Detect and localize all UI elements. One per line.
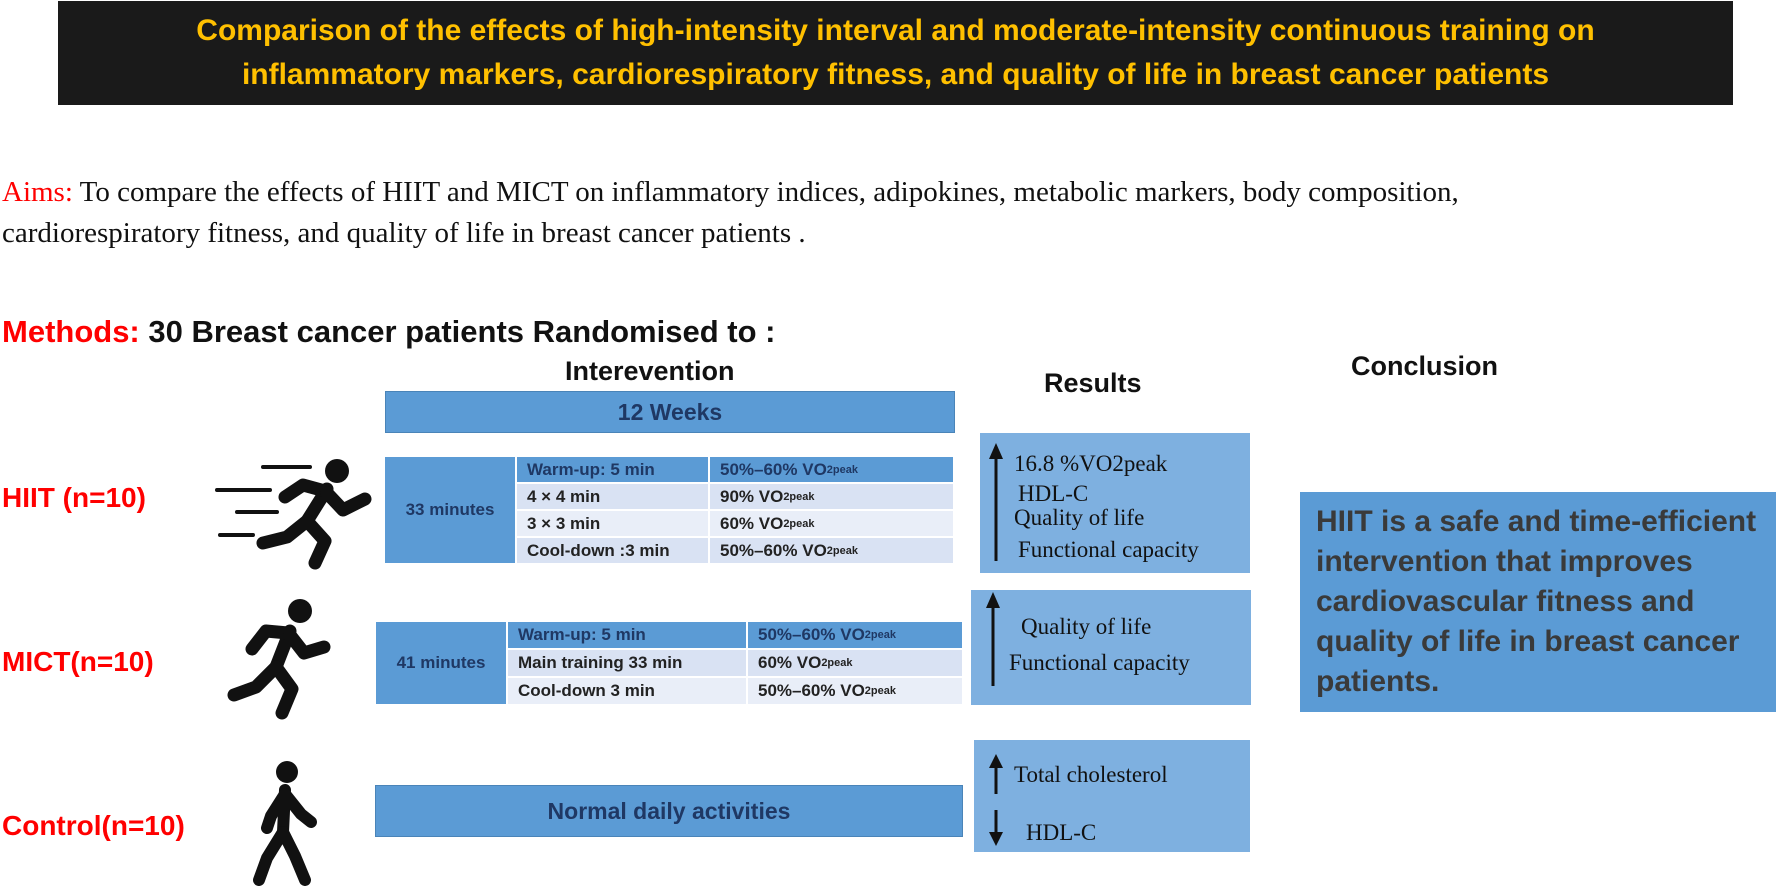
table-row: 4 × 4 min 90% VO 2peak	[515, 482, 953, 509]
table-row: Cool-down 3 min 50%–60% VO 2peak	[506, 676, 962, 704]
intensity-cell: 50%–60% VO 2peak	[746, 622, 962, 648]
aims-label: Aims:	[2, 176, 73, 208]
result-item: Quality of life	[1021, 614, 1152, 639]
phase-cell: Warm-up: 5 min	[506, 622, 746, 648]
intensity-cell: 50%–60% VO 2peak	[708, 538, 953, 563]
table-row: 3 × 3 min 60% VO 2peak	[515, 509, 953, 536]
phase-cell: 4 × 4 min	[515, 484, 708, 509]
methods-heading: Methods: 30 Breast cancer patients Rando…	[2, 314, 775, 350]
duration-bar: 12 Weeks	[385, 391, 955, 433]
intensity-cell: 90% VO 2peak	[708, 484, 953, 509]
control-group-label: Control(n=10)	[2, 810, 185, 841]
hiit-protocol-table: 33 minutes Warm-up: 5 min 50%–60% VO 2pea…	[385, 457, 953, 563]
methods-label: Methods:	[2, 314, 140, 349]
hiit-group-label: HIIT (n=10)	[2, 482, 146, 513]
title-line-1: Comparison of the effects of high-intens…	[196, 14, 1595, 47]
methods-text: 30 Breast cancer patients Randomised to …	[139, 314, 776, 349]
result-item: 16.8 %VO2peak	[1014, 451, 1168, 476]
result-item: Quality of life	[1014, 505, 1145, 530]
phase-cell: Cool-down :3 min	[515, 538, 708, 563]
result-item: Functional capacity	[1018, 537, 1199, 562]
intensity-cell: 50%–60% VO 2peak	[708, 457, 953, 482]
phase-cell: Main training 33 min	[506, 650, 746, 676]
runner-icon	[227, 599, 331, 720]
phase-cell: Warm-up: 5 min	[515, 457, 708, 482]
intensity-cell: 60% VO 2peak	[708, 511, 953, 536]
arrow-up-icon	[986, 592, 1000, 686]
conclusion-header: Conclusion	[1351, 351, 1498, 381]
mict-protocol-table: 41 minutes Warm-up: 5 min 50%–60% VO 2pea…	[376, 622, 962, 704]
control-activity-bar: Normal daily activities	[375, 785, 963, 837]
mict-results-box: Quality of life Functional capacity	[971, 590, 1251, 705]
phase-cell: Cool-down 3 min	[506, 678, 746, 704]
hiit-duration: 33 minutes	[385, 457, 515, 563]
arrow-up-icon	[989, 443, 1003, 561]
aims-paragraph: Aims: To compare the effects of HIIT and…	[2, 172, 1602, 254]
table-row: Main training 33 min 60% VO 2peak	[506, 648, 962, 676]
phase-cell: 3 × 3 min	[515, 511, 708, 536]
conclusion-box: HIIT is a safe and time-efficient interv…	[1300, 492, 1776, 712]
arrow-up-icon	[989, 754, 1003, 794]
walker-icon	[253, 761, 317, 886]
control-results-box: Total cholesterol HDL-C	[974, 740, 1250, 852]
mict-group-label: MICT(n=10)	[2, 646, 154, 677]
results-header: Results	[1044, 368, 1142, 398]
mict-duration: 41 minutes	[376, 622, 506, 704]
title-line-2: inflammatory markers, cardiorespiratory …	[241, 58, 1550, 91]
result-item: Functional capacity	[1009, 650, 1190, 675]
result-item: HDL-C	[1018, 481, 1089, 506]
arrow-down-icon	[989, 810, 1003, 846]
aims-text: To compare the effects of HIIT and MICT …	[2, 176, 1459, 249]
intensity-cell: 50%–60% VO 2peak	[746, 678, 962, 704]
intensity-cell: 60% VO 2peak	[746, 650, 962, 676]
fast-runner-icon	[215, 459, 372, 570]
table-row: Cool-down :3 min 50%–60% VO 2peak	[515, 536, 953, 563]
result-item: HDL-C	[1026, 820, 1097, 845]
table-row: Warm-up: 5 min 50%–60% VO 2peak	[515, 457, 953, 482]
hiit-results-box: 16.8 %VO2peak HDL-C Quality of life Func…	[980, 433, 1250, 573]
result-item: Total cholesterol	[1014, 762, 1168, 787]
intervention-header: Interevention	[565, 356, 735, 386]
table-row: Warm-up: 5 min 50%–60% VO 2peak	[506, 622, 962, 648]
title-bar: Comparison of the effects of high-intens…	[58, 1, 1733, 105]
